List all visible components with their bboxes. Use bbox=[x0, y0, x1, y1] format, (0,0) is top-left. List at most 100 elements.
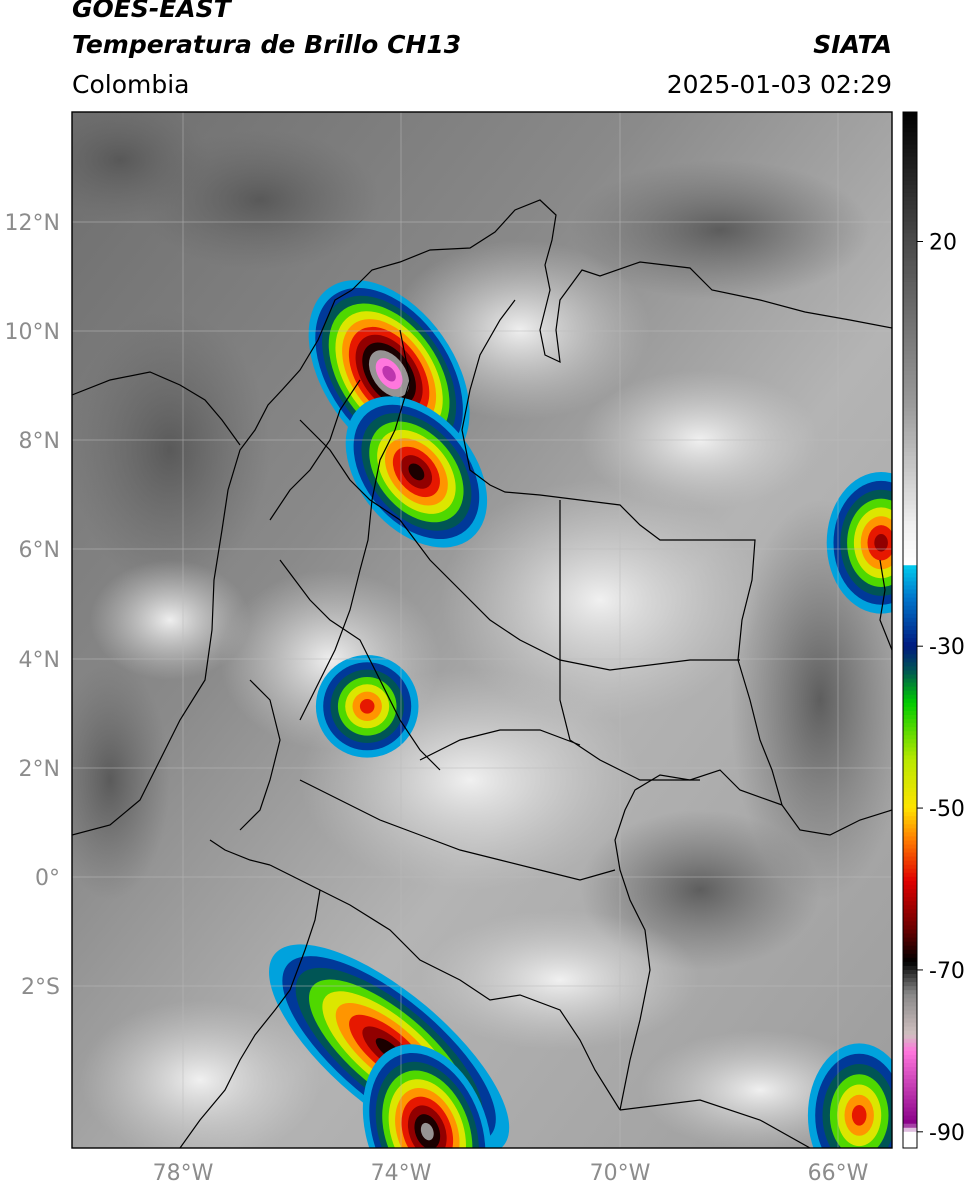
political-boundaries bbox=[72, 199, 892, 1148]
colorbar-band bbox=[903, 1006, 917, 1012]
dept-lines-4 bbox=[559, 500, 700, 781]
colorbar-band bbox=[903, 144, 917, 150]
colorbar-band bbox=[903, 937, 917, 943]
colorbar-band bbox=[903, 577, 917, 583]
colorbar-band bbox=[903, 124, 917, 129]
colorbar-band bbox=[903, 451, 917, 457]
peru-brazil-border bbox=[619, 1099, 811, 1148]
colorbar-band bbox=[903, 557, 917, 562]
colorbar-band bbox=[903, 330, 917, 336]
colorbar-band bbox=[903, 290, 917, 295]
colorbar-band bbox=[903, 561, 917, 566]
colorbar-band bbox=[903, 383, 917, 388]
colorbar-band bbox=[903, 484, 917, 489]
region-label: Colombia bbox=[72, 70, 190, 99]
colorbar-band bbox=[903, 1111, 917, 1117]
colorbar-band bbox=[903, 832, 917, 837]
colorbar-band bbox=[903, 986, 917, 991]
colorbar-band bbox=[903, 743, 917, 748]
colorbar-band bbox=[903, 532, 917, 538]
colorbar-band bbox=[903, 690, 917, 696]
colorbar-band bbox=[903, 593, 917, 599]
colorbar-band bbox=[903, 662, 917, 668]
colorbar-band bbox=[903, 277, 917, 283]
colorbar-band bbox=[903, 273, 917, 279]
colorbar-band bbox=[903, 213, 917, 218]
colorbar-band bbox=[903, 982, 917, 987]
lat-label-10n: 10°N bbox=[5, 320, 60, 345]
panama-coast bbox=[72, 371, 241, 446]
colorbar-band bbox=[903, 168, 917, 174]
satellite-title: GOES-EAST bbox=[72, 0, 231, 23]
colorbar-band bbox=[903, 496, 917, 502]
colorbar-band bbox=[903, 253, 917, 259]
colorbar-band bbox=[903, 933, 917, 939]
longitude-labels: 78°W 74°W 70°W 66°W bbox=[153, 1161, 869, 1186]
colorbar-band bbox=[903, 973, 917, 979]
colorbar-band bbox=[903, 419, 917, 425]
colorbar-band bbox=[903, 391, 917, 396]
colorbar-band bbox=[903, 164, 917, 170]
colorbar-band bbox=[903, 427, 917, 433]
colorbar-band bbox=[903, 447, 917, 453]
colorbar-band bbox=[903, 1050, 917, 1056]
colorbar-band bbox=[903, 395, 917, 400]
dept-lines-7 bbox=[419, 729, 581, 761]
colorbar-frame bbox=[902, 111, 918, 1149]
colorbar-band bbox=[903, 889, 917, 894]
colorbar-band bbox=[903, 686, 917, 692]
colorbar-band bbox=[903, 1119, 917, 1125]
colorbar-band bbox=[903, 812, 917, 817]
colorbar-band bbox=[903, 836, 917, 842]
colorbar-band bbox=[903, 516, 917, 522]
dept-lines-1 bbox=[299, 329, 411, 721]
colorbar-band bbox=[903, 172, 917, 178]
colorbar-band bbox=[903, 714, 917, 720]
colorbar-band bbox=[903, 362, 917, 368]
colorbar-band bbox=[903, 852, 917, 858]
lat-label-12n: 12°N bbox=[5, 211, 60, 236]
colorbar-band bbox=[903, 1131, 917, 1137]
colorbar-band bbox=[903, 613, 917, 619]
storm-core bbox=[826, 472, 892, 614]
colorbar-band bbox=[903, 719, 917, 724]
colorbar-band bbox=[903, 350, 917, 356]
latitude-labels: 12°N 10°N 8°N 6°N 4°N 2°N 0° 2°S bbox=[5, 211, 60, 1000]
colorbar-band bbox=[903, 897, 917, 902]
colorbar-band bbox=[903, 901, 917, 906]
colorbar-band bbox=[903, 706, 917, 712]
colorbar-band bbox=[903, 978, 917, 983]
colorbar-band bbox=[903, 302, 917, 307]
colorbar-band bbox=[903, 872, 917, 878]
colorbar-band bbox=[903, 1054, 917, 1060]
colorbar-band bbox=[903, 763, 917, 769]
colorbar-band bbox=[903, 261, 917, 267]
storm-core bbox=[345, 396, 488, 548]
colorbar-band bbox=[903, 856, 917, 862]
storm-contour bbox=[874, 534, 888, 552]
colorbar-band bbox=[903, 225, 917, 230]
colorbar-band bbox=[903, 917, 917, 922]
colorbar-band bbox=[903, 565, 917, 570]
colorbar-band bbox=[903, 694, 917, 700]
colorbar-band bbox=[903, 795, 917, 801]
colorbar-band bbox=[903, 949, 917, 955]
colorbar-band bbox=[903, 120, 917, 125]
colorbar-band bbox=[903, 727, 917, 732]
colorbar-band bbox=[903, 1103, 917, 1109]
colorbar-band bbox=[903, 512, 917, 518]
colorbar-band bbox=[903, 407, 917, 413]
venezuela-guyana-border bbox=[879, 559, 892, 651]
colorbar-band bbox=[903, 435, 917, 441]
colorbar-band bbox=[903, 520, 917, 526]
colorbar-band bbox=[903, 630, 917, 635]
colombia-venezuela-border bbox=[461, 299, 783, 806]
graticule bbox=[72, 112, 892, 1148]
colorbar-band bbox=[903, 237, 917, 243]
venezuela-brazil-border bbox=[781, 804, 892, 836]
colorbar-band bbox=[903, 257, 917, 263]
datetime-label: 2025-01-03 02:29 bbox=[666, 70, 892, 99]
colorbar-band bbox=[903, 840, 917, 846]
dept-lines-3 bbox=[279, 559, 441, 771]
colorbar-band bbox=[903, 787, 917, 793]
